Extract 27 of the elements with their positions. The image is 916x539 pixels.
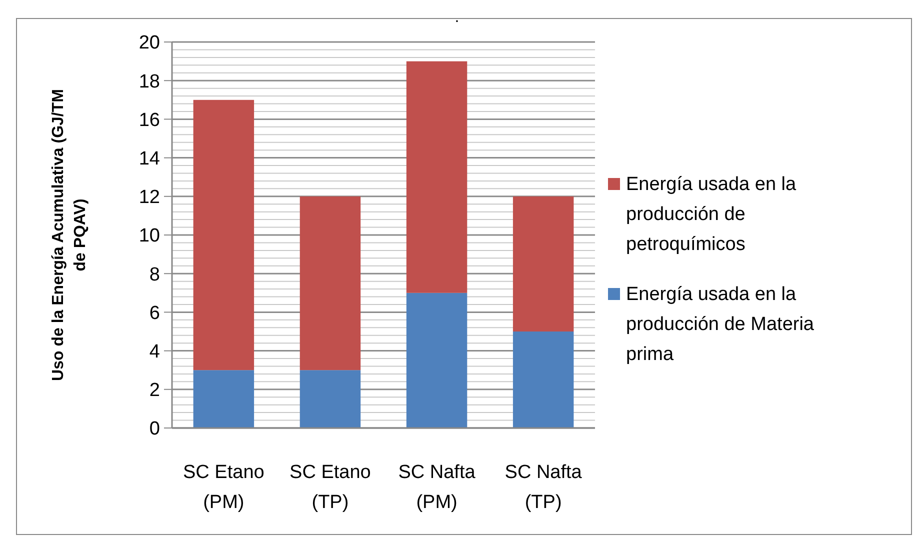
bar	[406, 61, 468, 293]
y-tick-label: 10	[138, 226, 160, 247]
y-axis-title: Uso de la Energía Acumulativa (GJ/TM de PQAV)	[50, 89, 89, 381]
bar	[406, 292, 468, 428]
legend-label: Energía usada en la producción de Materia prima	[626, 284, 814, 365]
y-tick-label: 6	[149, 302, 160, 324]
bar	[300, 370, 361, 428]
y-tick-label: 14	[138, 148, 160, 170]
y-tick-label: 18	[138, 71, 160, 92]
y-tick-label: 20	[138, 32, 160, 54]
x-tick-label: SC Nafta (TP)	[504, 462, 582, 513]
x-tick-label: SC Etano (PM)	[183, 462, 264, 513]
legend-label: Energía usada en la producción de petroquímicos	[626, 174, 797, 255]
x-tick-label: SC Etano (TP)	[290, 462, 371, 513]
bar	[512, 332, 574, 428]
bar	[193, 100, 254, 370]
x-tick-label: SC Nafta (PM)	[398, 462, 476, 513]
y-tick-label: 0	[149, 418, 160, 440]
bar	[512, 196, 574, 332]
bar	[193, 370, 254, 428]
y-tick-label: 2	[149, 380, 160, 402]
bar	[300, 196, 361, 370]
y-tick-label: 4	[149, 341, 160, 362]
y-tick-label: 8	[149, 264, 160, 286]
y-tick-label: 12	[138, 187, 160, 208]
y-tick-label: 16	[138, 110, 160, 131]
chart-title: .	[454, 9, 460, 26]
